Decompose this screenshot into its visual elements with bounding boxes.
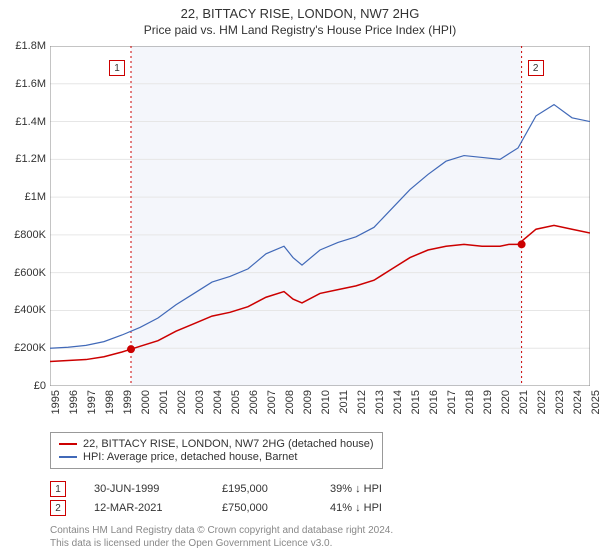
y-tick-label: £800K bbox=[14, 229, 46, 241]
transaction-row: 1 30-JUN-1999 £195,000 39% ↓ HPI bbox=[50, 481, 382, 497]
x-tick-label: 2018 bbox=[464, 390, 476, 414]
y-tick-label: £1.4M bbox=[15, 116, 46, 128]
x-tick-label: 2013 bbox=[374, 390, 386, 414]
x-tick-label: 2016 bbox=[428, 390, 440, 414]
transaction-date: 12-MAR-2021 bbox=[94, 502, 194, 514]
legend-swatch bbox=[59, 456, 77, 458]
transaction-table: 1 30-JUN-1999 £195,000 39% ↓ HPI 2 12-MAR-202… bbox=[50, 478, 382, 519]
transaction-row: 2 12-MAR-2021 £750,000 41% ↓ HPI bbox=[50, 500, 382, 516]
y-tick-label: £1M bbox=[25, 191, 46, 203]
transaction-date: 30-JUN-1999 bbox=[94, 483, 194, 495]
transaction-price: £195,000 bbox=[222, 483, 302, 495]
x-tick-label: 2004 bbox=[212, 390, 224, 414]
transaction-price: £750,000 bbox=[222, 502, 302, 514]
footer-attribution: Contains HM Land Registry data © Crown c… bbox=[50, 524, 393, 550]
x-tick-label: 2008 bbox=[284, 390, 296, 414]
x-tick-label: 2009 bbox=[302, 390, 314, 414]
x-tick-label: 1996 bbox=[68, 390, 80, 414]
chart-plot-area: £0£200K£400K£600K£800K£1M£1.2M£1.4M£1.6M… bbox=[50, 46, 590, 386]
y-tick-label: £0 bbox=[34, 380, 46, 392]
x-tick-label: 2015 bbox=[410, 390, 422, 414]
x-tick-label: 2005 bbox=[230, 390, 242, 414]
chart-container: 22, BITTACY RISE, LONDON, NW7 2HG Price … bbox=[0, 0, 600, 560]
x-tick-label: 2011 bbox=[338, 390, 350, 414]
x-tick-label: 2022 bbox=[536, 390, 548, 414]
transaction-marker: 2 bbox=[50, 500, 66, 516]
y-tick-label: £1.8M bbox=[15, 40, 46, 52]
chart-svg bbox=[50, 46, 590, 386]
x-tick-label: 2010 bbox=[320, 390, 332, 414]
transaction-hpi-diff: 41% ↓ HPI bbox=[330, 502, 382, 514]
y-tick-label: £600K bbox=[14, 267, 46, 279]
chart-title: 22, BITTACY RISE, LONDON, NW7 2HG bbox=[0, 0, 600, 21]
x-tick-label: 2017 bbox=[446, 390, 458, 414]
transaction-marker: 1 bbox=[50, 481, 66, 497]
x-tick-label: 1998 bbox=[104, 390, 116, 414]
legend-label: 22, BITTACY RISE, LONDON, NW7 2HG (detac… bbox=[83, 438, 374, 450]
y-tick-label: £400K bbox=[14, 304, 46, 316]
x-tick-label: 2002 bbox=[176, 390, 188, 414]
x-tick-label: 2012 bbox=[356, 390, 368, 414]
event-marker-label: 2 bbox=[528, 60, 544, 76]
x-tick-label: 2021 bbox=[518, 390, 530, 414]
x-tick-label: 2019 bbox=[482, 390, 494, 414]
legend-item: 22, BITTACY RISE, LONDON, NW7 2HG (detac… bbox=[59, 438, 374, 450]
x-tick-label: 2007 bbox=[266, 390, 278, 414]
x-tick-label: 1995 bbox=[50, 390, 62, 414]
x-tick-label: 2003 bbox=[194, 390, 206, 414]
legend-swatch bbox=[59, 443, 77, 445]
footer-line-1: Contains HM Land Registry data © Crown c… bbox=[50, 524, 393, 537]
x-tick-label: 1997 bbox=[86, 390, 98, 414]
event-marker-label: 1 bbox=[109, 60, 125, 76]
y-tick-label: £1.2M bbox=[15, 153, 46, 165]
x-tick-label: 2025 bbox=[590, 390, 600, 414]
y-tick-label: £1.6M bbox=[15, 78, 46, 90]
legend-label: HPI: Average price, detached house, Barn… bbox=[83, 451, 297, 463]
x-tick-label: 2006 bbox=[248, 390, 260, 414]
x-tick-label: 2001 bbox=[158, 390, 170, 414]
x-tick-label: 2024 bbox=[572, 390, 584, 414]
x-tick-label: 2014 bbox=[392, 390, 404, 414]
chart-subtitle: Price paid vs. HM Land Registry's House … bbox=[0, 21, 600, 41]
x-tick-label: 2023 bbox=[554, 390, 566, 414]
legend-item: HPI: Average price, detached house, Barn… bbox=[59, 451, 374, 463]
x-tick-label: 1999 bbox=[122, 390, 134, 414]
y-tick-label: £200K bbox=[14, 342, 46, 354]
x-tick-label: 2000 bbox=[140, 390, 152, 414]
legend: 22, BITTACY RISE, LONDON, NW7 2HG (detac… bbox=[50, 432, 383, 469]
x-tick-label: 2020 bbox=[500, 390, 512, 414]
footer-line-2: This data is licensed under the Open Gov… bbox=[50, 537, 393, 550]
transaction-hpi-diff: 39% ↓ HPI bbox=[330, 483, 382, 495]
